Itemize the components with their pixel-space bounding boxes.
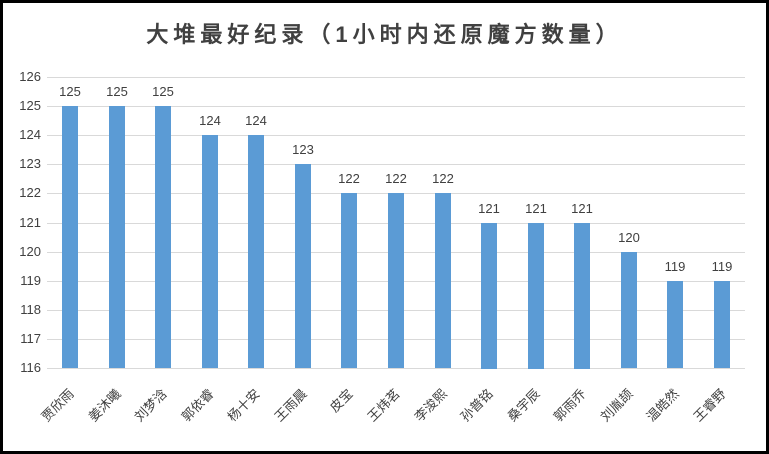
x-category-label: 桑宇辰: [504, 386, 543, 425]
bar: [109, 106, 125, 368]
bar: [621, 252, 637, 368]
x-category-label: 皮宝: [326, 386, 356, 416]
x-category-label: 姜沐曦: [85, 386, 124, 425]
x-category-label: 贾欣雨: [38, 386, 77, 425]
bar: [574, 223, 590, 369]
x-category-label: 杨十安: [224, 386, 263, 425]
bar-value-label: 121: [525, 201, 547, 216]
y-tick-label: 126: [19, 69, 41, 84]
y-tick-label: 119: [20, 273, 41, 288]
gridline: [47, 164, 745, 165]
bar: [202, 135, 218, 368]
y-tick-label: 124: [19, 127, 41, 142]
y-tick-label: 123: [19, 156, 41, 171]
gridline: [47, 135, 745, 136]
bar: [714, 281, 730, 368]
x-category-label: 郭雨乔: [550, 386, 589, 425]
bar-value-label: 119: [711, 259, 733, 274]
gridline: [47, 106, 745, 107]
x-category-label: 温皓然: [643, 386, 682, 425]
bar-value-label: 123: [292, 142, 314, 157]
x-category-label: 郭依睿: [178, 386, 217, 425]
bar-value-label: 121: [478, 201, 500, 216]
bar-value-label: 125: [152, 84, 174, 99]
bar: [62, 106, 78, 368]
x-category-label: 孙普铭: [457, 386, 496, 425]
x-category-label: 刘胤颉: [597, 386, 636, 425]
x-category-label: 刘梦浛: [131, 386, 170, 425]
bar: [341, 193, 357, 368]
bar: [388, 193, 404, 368]
bar-value-label: 121: [571, 201, 593, 216]
y-tick-label: 121: [19, 215, 41, 230]
y-tick-label: 125: [19, 98, 41, 113]
bar: [295, 164, 311, 368]
bar: [528, 223, 544, 369]
bar: [435, 193, 451, 368]
bar-value-label: 124: [245, 113, 267, 128]
y-tick-label: 117: [20, 331, 41, 346]
bar-value-label: 124: [199, 113, 221, 128]
x-category-label: 王雨晨: [271, 386, 310, 425]
bar-value-label: 119: [664, 259, 686, 274]
x-category-label: 王睿野: [690, 386, 729, 425]
y-tick-label: 120: [19, 244, 41, 259]
bar-value-label: 125: [59, 84, 81, 99]
bar-value-label: 120: [618, 230, 640, 245]
gridline: [47, 368, 745, 369]
gridline: [47, 77, 745, 78]
bar-value-label: 125: [106, 84, 128, 99]
bar: [248, 135, 264, 368]
x-category-label: 李浚熙: [411, 386, 450, 425]
bar: [667, 281, 683, 368]
y-tick-label: 118: [20, 302, 41, 317]
bar: [155, 106, 171, 368]
bar-value-label: 122: [385, 171, 407, 186]
x-category-label: 王炜茗: [364, 386, 403, 425]
bar: [481, 223, 497, 369]
y-tick-label: 122: [19, 185, 41, 200]
chart-title: 大堆最好纪录（1小时内还原魔方数量）: [146, 22, 623, 47]
bar-value-label: 122: [338, 171, 360, 186]
y-tick-label: 116: [20, 360, 41, 375]
bar-value-label: 122: [432, 171, 454, 186]
